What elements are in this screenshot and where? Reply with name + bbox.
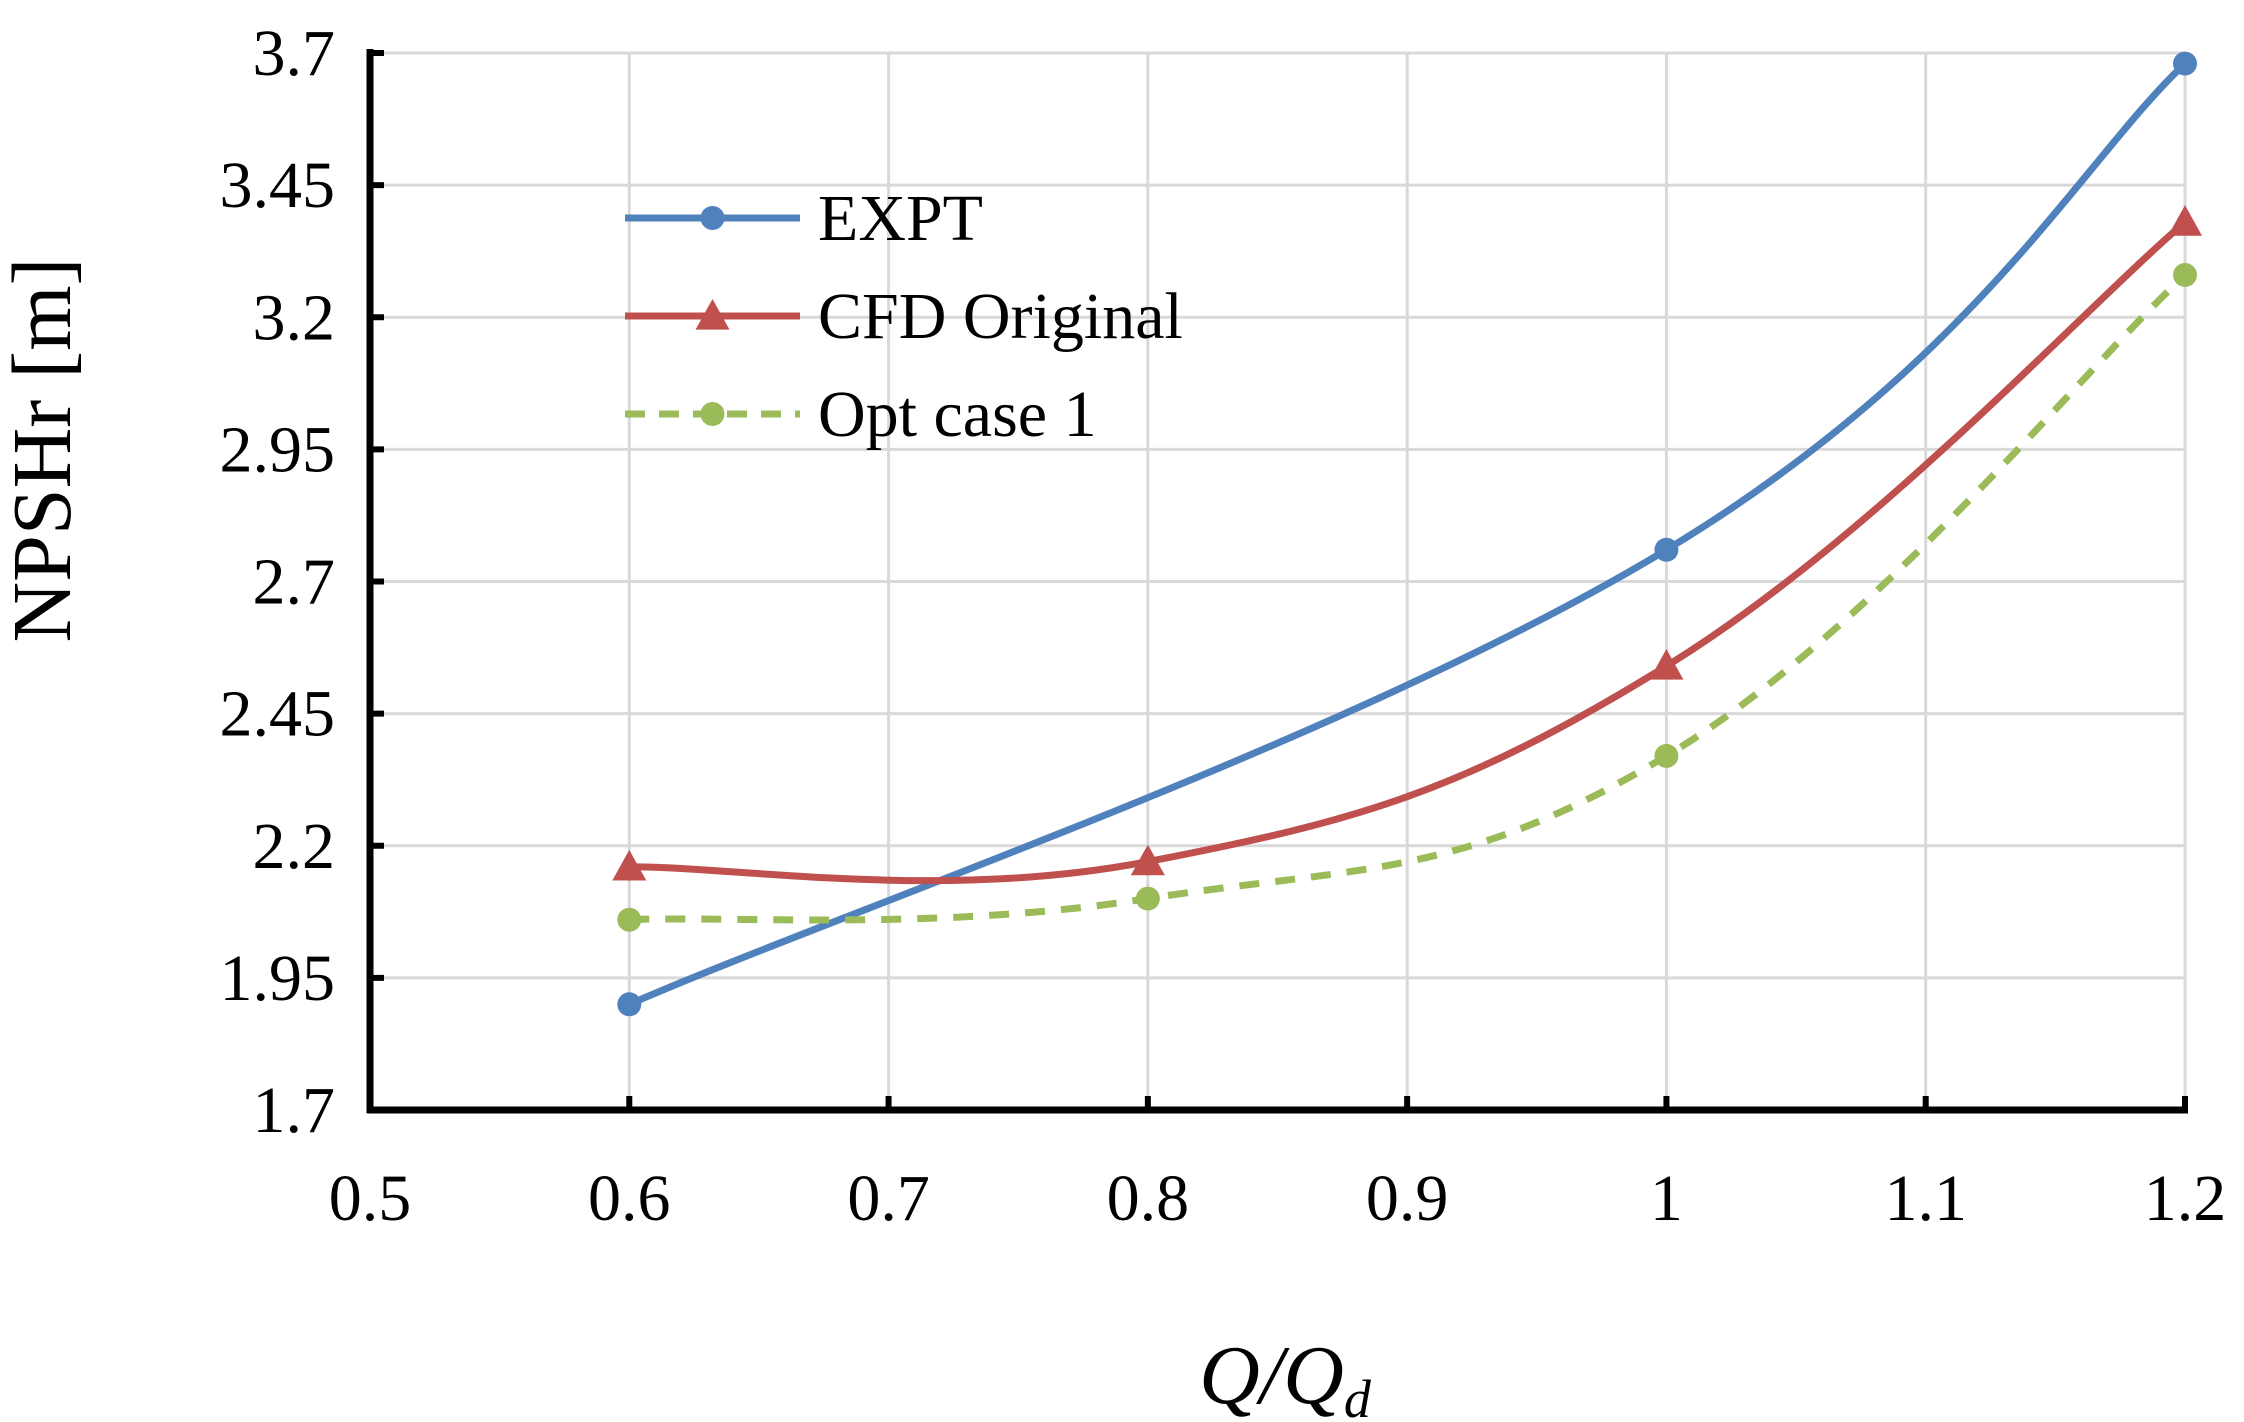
legend-label-expt: EXPT <box>818 182 983 255</box>
x-axis-title: Q/Qd <box>1199 1329 1372 1422</box>
y-tick-label: 2.7 <box>253 546 336 619</box>
x-tick-label: 0.7 <box>847 1162 930 1235</box>
x-tick-label: 0.6 <box>588 1162 671 1235</box>
data-point-expt <box>1654 537 1679 562</box>
legend-marker-opt-case-1 <box>700 402 725 426</box>
series-line-expt <box>625 60 2189 1008</box>
legend-marker-expt <box>700 206 725 230</box>
data-point-cfd-original <box>612 849 647 881</box>
data-point-cfd-original <box>2168 205 2202 236</box>
y-tick-label: 3.45 <box>220 149 336 222</box>
series-line-opt-case-1 <box>629 272 2188 924</box>
y-tick-label: 2.45 <box>220 678 336 751</box>
data-point-cfd-original <box>1130 844 1165 876</box>
y-tick-label: 2.95 <box>220 413 336 486</box>
y-tick-label: 1.95 <box>220 942 336 1015</box>
x-tick-label: 0.9 <box>1366 1162 1449 1235</box>
data-point-expt <box>617 992 642 1017</box>
y-axis-title: NPSHr [m] <box>0 257 89 642</box>
x-tick-label: 0.5 <box>329 1162 412 1235</box>
x-tick-label: 1.1 <box>1884 1162 1967 1235</box>
data-point-cfd-original <box>1649 649 1684 680</box>
x-tick-label: 1.2 <box>2144 1162 2227 1235</box>
y-tick-label: 2.2 <box>253 810 336 883</box>
grid <box>370 51 2187 1110</box>
y-tick-label: 3.2 <box>253 281 336 354</box>
data-point-opt-case-1 <box>2173 262 2197 287</box>
legend-label-cfd-original: CFD Original <box>818 280 1183 353</box>
series-layer <box>612 51 2202 1017</box>
x-axis-title-subscript: d <box>1344 1369 1372 1422</box>
x-tick-label: 0.8 <box>1107 1162 1190 1235</box>
y-tick-label: 3.7 <box>253 17 336 90</box>
data-point-opt-case-1 <box>617 907 642 932</box>
data-point-opt-case-1 <box>1135 886 1160 911</box>
data-point-expt <box>2173 51 2197 76</box>
legend: EXPT CFD Original Opt case 1 <box>625 182 1183 451</box>
tick-labels: 1.7 1.95 2.2 2.45 2.7 2.95 3.2 3.45 3.7 0.5 0.6 0.7… <box>220 17 2227 1235</box>
y-tick-label: 1.7 <box>253 1074 336 1147</box>
series-line-cfd-original <box>625 218 2189 885</box>
legend-marker-cfd-original <box>695 299 730 330</box>
data-point-opt-case-1 <box>1654 743 1679 768</box>
ticks <box>367 50 2188 1113</box>
x-tick-label: 1 <box>1650 1162 1683 1235</box>
x-axis-title-main: Q/Q <box>1199 1329 1344 1422</box>
legend-label-opt-case-1: Opt case 1 <box>818 378 1097 451</box>
